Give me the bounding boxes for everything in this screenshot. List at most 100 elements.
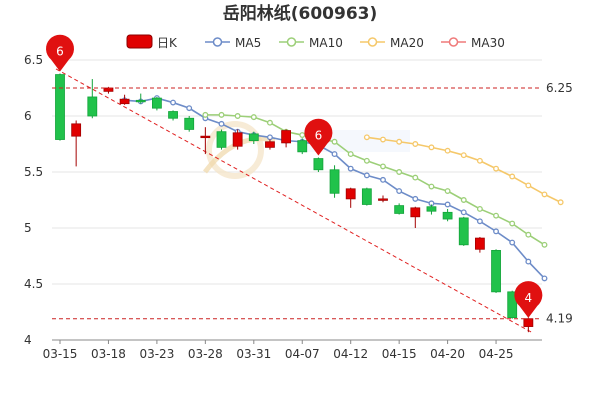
candle-body-25 <box>458 217 469 246</box>
candle-4 <box>119 94 130 105</box>
ma5-point-21 <box>460 209 467 216</box>
legend-label-2: MA10 <box>309 36 343 50</box>
y-tick-label-2: 5.5 <box>24 165 43 179</box>
ma5-point-23 <box>493 228 499 235</box>
candle-5 <box>135 93 146 104</box>
ma10-point-21 <box>541 241 548 248</box>
candle-16 <box>313 157 324 172</box>
legend-label-3: MA20 <box>390 36 424 50</box>
trend-line-path <box>55 68 532 333</box>
ma10-point-15 <box>444 188 451 194</box>
legend-item-0: 日K <box>126 34 178 50</box>
ma5-point-17 <box>396 188 403 194</box>
candle-27 <box>491 249 501 293</box>
x-tick-label-1: 03-18 <box>91 347 126 361</box>
legend-swatch-dot-4 <box>448 37 459 47</box>
y-tick-label-3: 5 <box>24 221 32 235</box>
ma10-point-13 <box>412 174 419 181</box>
legend-item-3: MA20 <box>360 36 424 50</box>
ma10-point-20 <box>525 231 532 238</box>
ma5-point-24 <box>509 239 516 246</box>
candle-20 <box>378 195 388 203</box>
ma10-point-6 <box>299 132 306 138</box>
legend-swatch-0 <box>126 34 153 49</box>
candle-body-19 <box>361 188 372 205</box>
ma5-point-16 <box>380 176 386 183</box>
candle-25 <box>458 216 469 246</box>
y-axis: 6.5 6 5.5 5 4.5 4 <box>24 53 43 347</box>
ma20-point-9 <box>509 173 516 180</box>
ma20-point-2 <box>396 138 403 145</box>
ma5-point-25 <box>525 258 532 265</box>
candle-15 <box>297 138 308 155</box>
ma20-point-4 <box>428 144 435 151</box>
candle-29 <box>523 317 534 333</box>
ma10-point-2 <box>234 113 241 119</box>
ref-label-1: 4.19 <box>546 312 573 326</box>
pin-shape-0 <box>46 34 75 72</box>
grid-lines <box>52 59 542 341</box>
candle-1 <box>71 120 82 167</box>
candle-21 <box>394 203 405 215</box>
candle-body-22 <box>410 207 421 218</box>
y-tick-label-0: 6.5 <box>24 53 43 67</box>
candle-body-10 <box>216 131 227 148</box>
y-tick-label-1: 6 <box>24 109 32 123</box>
chart-title: 岳阳林纸(600963) <box>223 3 378 24</box>
candle-10 <box>216 129 227 150</box>
legend-item-2: MA10 <box>279 36 343 50</box>
legend-label-4: MA30 <box>471 36 505 50</box>
legend-item-1: MA5 <box>205 36 261 50</box>
candle-9 <box>200 127 211 155</box>
candle-body-3 <box>103 87 114 92</box>
ma20-point-6 <box>460 152 467 159</box>
price-pin-2: 4 <box>514 281 543 318</box>
ma10-point-11 <box>380 163 386 170</box>
ma10-point-4 <box>267 119 273 126</box>
candle-24 <box>442 208 453 222</box>
x-tick-label-7: 04-15 <box>382 347 417 361</box>
candle-body-1 <box>71 123 82 137</box>
candle-body-11 <box>232 132 243 147</box>
ma20-point-1 <box>380 136 386 143</box>
ma5-point-6 <box>218 120 225 127</box>
ma10-point-0 <box>202 111 209 118</box>
ma5-point-3 <box>170 99 176 106</box>
pin-shape-1 <box>304 118 333 156</box>
ma10-point-9 <box>347 151 354 158</box>
candle-body-26 <box>474 237 485 250</box>
legend-swatch-dot-1 <box>212 37 223 47</box>
legend-item-4: MA30 <box>441 36 505 50</box>
ma5-point-4 <box>186 105 193 112</box>
pin-label-0: 6 <box>56 44 64 58</box>
ma5-point-9 <box>267 134 273 141</box>
ma5-point-15 <box>363 172 370 179</box>
ma20-point-8 <box>493 165 499 172</box>
ma20-point-10 <box>525 182 532 189</box>
y-tick-label-4: 4.5 <box>24 277 43 291</box>
legend-swatch-dot-3 <box>367 37 378 47</box>
pin-shape-2 <box>514 281 543 318</box>
candle-body-28 <box>507 291 518 318</box>
ma20-point-7 <box>476 157 483 164</box>
candle-body-20 <box>378 198 388 201</box>
candle-0 <box>55 73 65 141</box>
candle-19 <box>361 187 372 206</box>
candle-18 <box>345 187 356 208</box>
pin-label-1: 6 <box>315 128 323 142</box>
candle-22 <box>410 206 421 228</box>
x-tick-label-4: 03-31 <box>236 347 271 361</box>
candle-body-18 <box>345 188 356 200</box>
ma20-point-12 <box>557 199 564 206</box>
candle-17 <box>329 165 340 198</box>
candle-body-15 <box>297 140 308 153</box>
candle-body-7 <box>168 111 178 119</box>
price-pin-0: 6 <box>46 34 75 72</box>
candle-body-0 <box>55 74 65 140</box>
ma5-point-26 <box>541 275 548 282</box>
x-axis: 03-15 03-18 03-23 03-28 03-31 04-07 04-12 04-15… <box>43 340 513 361</box>
ma10-point-12 <box>396 169 403 175</box>
ma10-point-16 <box>460 197 467 203</box>
price-pins: 6 6 4 <box>46 34 543 318</box>
